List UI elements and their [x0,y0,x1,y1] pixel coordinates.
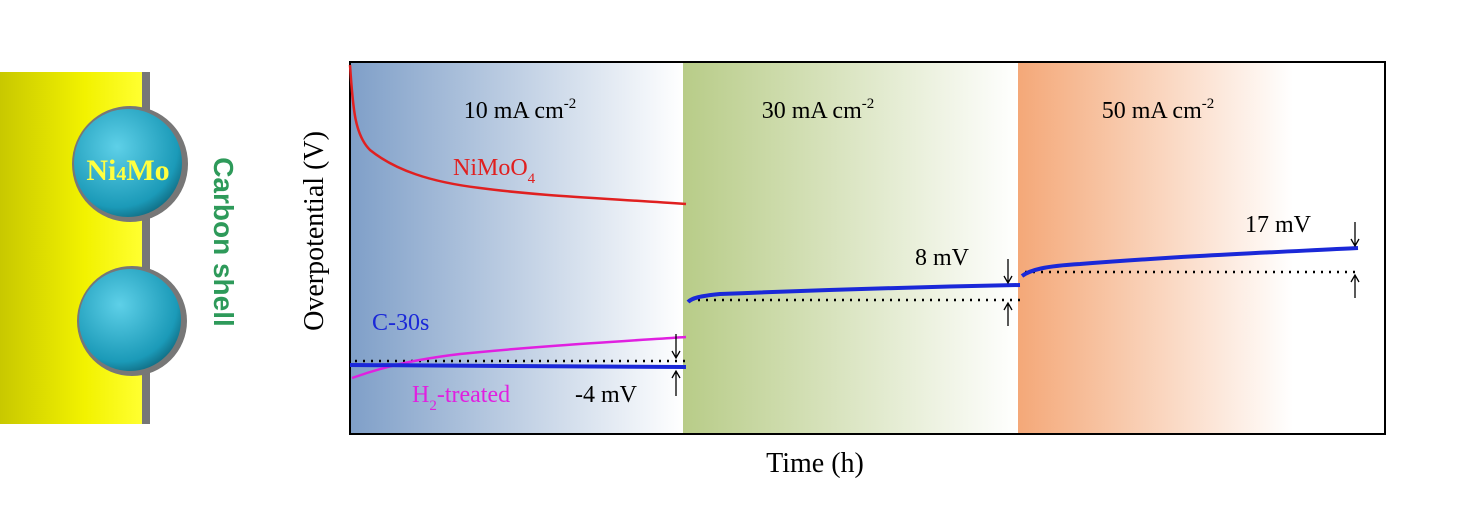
annotation: -4 mV [575,382,638,408]
curve-label: NiMoO4 [453,155,536,187]
panel-label: 30 mA cm-2 [762,96,875,124]
curve-c30s [686,283,1021,304]
particle-label: Ni4Mo [86,154,169,187]
panel-bg [350,62,683,434]
panel-label: 10 mA cm-2 [464,96,577,124]
annotation: 17 mV [1245,212,1312,238]
panel-bg [683,62,1018,434]
curve-label: H2-treated [412,382,510,414]
panel-label: 50 mA cm-2 [1102,96,1215,124]
curve-nimoo4 [348,64,687,206]
curve-c30s [349,363,687,369]
shell-label: Carbon shell [208,157,239,327]
particle [79,269,181,371]
particle [74,109,182,217]
x-axis-label: Time (h) [766,448,864,479]
y-axis-label: Overpotential (V) [299,131,330,331]
annotation: 8 mV [915,245,970,271]
curve-c30s [1020,246,1359,278]
curve-label: C-30s [372,310,429,336]
curve-h2 [351,335,687,380]
arrows [671,222,1360,396]
plot-frame [349,61,1386,435]
